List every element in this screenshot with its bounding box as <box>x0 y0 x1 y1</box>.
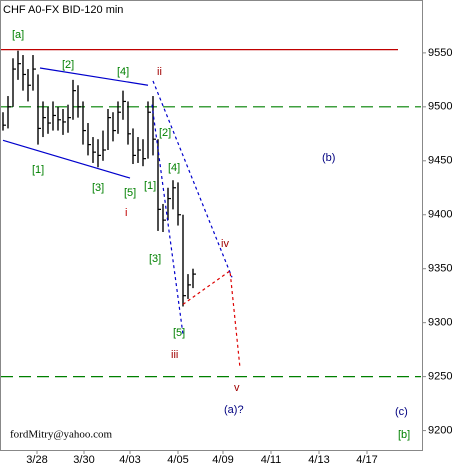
x-tick-label: 3/30 <box>73 454 94 465</box>
wave-label: (a)? <box>224 404 244 416</box>
y-tick-label: 9500 <box>428 101 452 113</box>
wave-line <box>39 67 149 86</box>
y-tick-label: 9200 <box>428 424 452 436</box>
wave-line <box>151 104 184 335</box>
wave-label: iii <box>171 349 178 361</box>
wave-label: [5] <box>173 327 185 339</box>
x-tick-label: 4/13 <box>308 454 329 465</box>
wave-label: [1] <box>32 164 44 176</box>
wave-label: v <box>234 382 240 394</box>
y-tick-label: 9400 <box>428 209 452 221</box>
y-tick-label: 9350 <box>428 263 452 275</box>
wave-label: (c) <box>395 406 408 418</box>
wave-label: (b) <box>322 152 335 164</box>
y-tick-label: 9250 <box>428 371 452 383</box>
x-tick-label: 4/09 <box>212 454 233 465</box>
wave-label: [1] <box>144 180 156 192</box>
wave-label: [b] <box>398 429 410 441</box>
wave-line <box>152 80 233 278</box>
wave-label: i <box>125 207 127 219</box>
wave-label: ii <box>157 66 162 78</box>
wave-label: iv <box>221 238 229 250</box>
x-tick-label: 4/11 <box>261 454 282 465</box>
wave-label: [4] <box>168 162 180 174</box>
x-tick-label: 4/17 <box>356 454 377 465</box>
x-tick-label: 4/05 <box>167 454 188 465</box>
x-tick-label: 3/28 <box>26 454 47 465</box>
y-tick-label: 9450 <box>428 155 452 167</box>
wave-line <box>2 139 131 179</box>
x-tick-label: 4/03 <box>119 454 140 465</box>
wave-label: [3] <box>92 182 104 194</box>
wave-label: [a] <box>12 29 24 41</box>
wave-line <box>182 269 241 369</box>
y-tick-label: 9300 <box>428 317 452 329</box>
wave-label: [2] <box>62 59 74 71</box>
wave-label: [3] <box>149 253 161 265</box>
wave-label: fordMitry@yahoo.com <box>10 429 113 441</box>
chart-title: CHF A0-FX BID-120 min <box>3 4 123 16</box>
y-tick-label: 9550 <box>428 47 452 59</box>
wave-label: [5] <box>124 187 136 199</box>
wave-label: [2] <box>159 127 171 139</box>
wave-label: [4] <box>117 66 129 78</box>
plot-frame <box>0 0 423 451</box>
